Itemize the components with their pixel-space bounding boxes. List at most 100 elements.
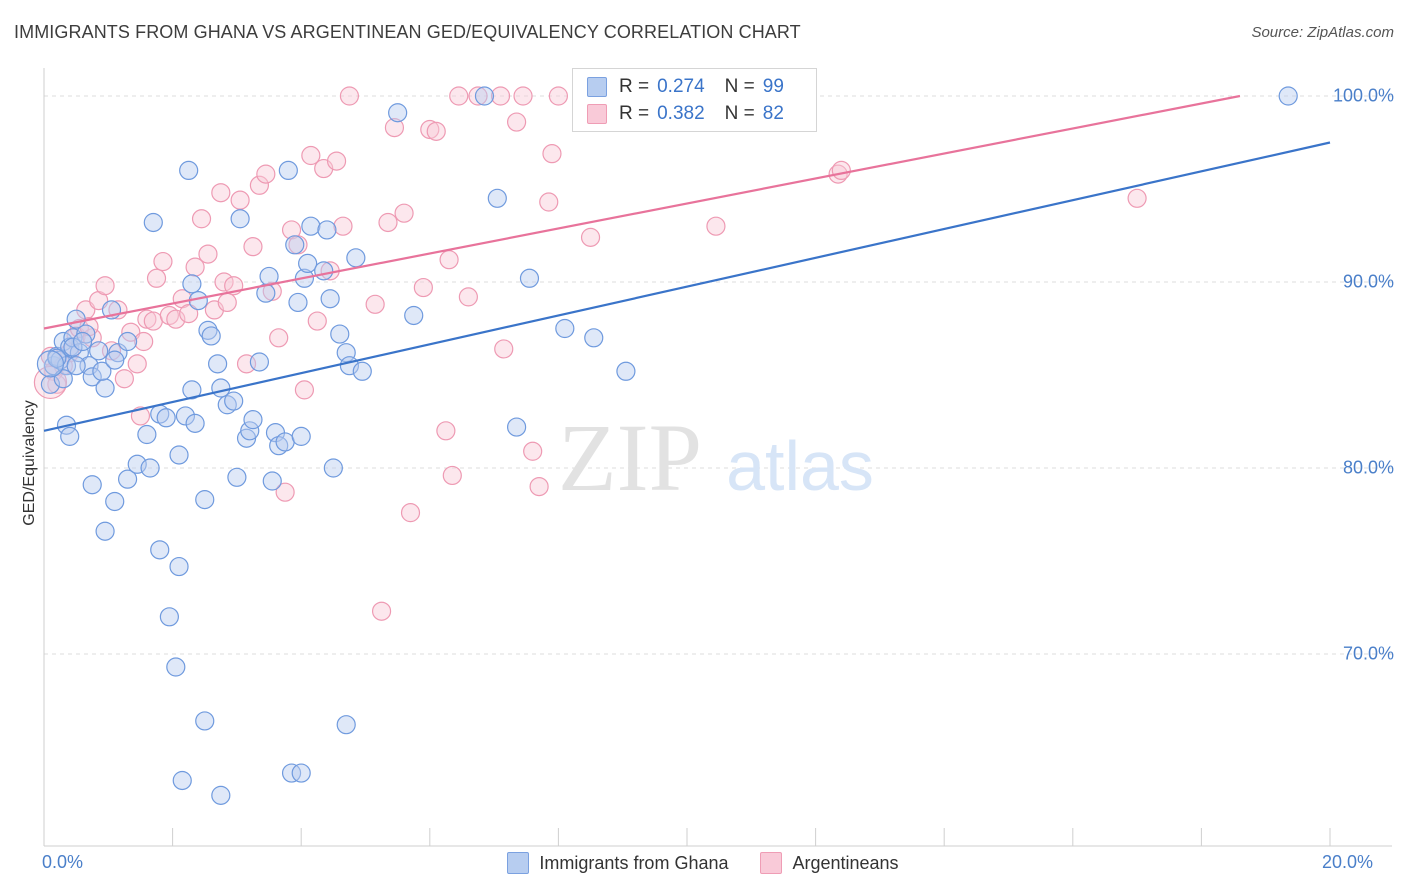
data-point[interactable] bbox=[1127, 188, 1147, 208]
data-point[interactable] bbox=[487, 188, 507, 208]
data-point[interactable] bbox=[333, 216, 353, 236]
data-point[interactable] bbox=[92, 361, 112, 381]
data-point[interactable] bbox=[706, 216, 726, 236]
data-point[interactable] bbox=[159, 607, 179, 627]
data-point[interactable] bbox=[175, 406, 196, 426]
data-point[interactable] bbox=[278, 160, 298, 180]
data-point[interactable] bbox=[275, 482, 295, 502]
data-point[interactable] bbox=[323, 458, 343, 478]
data-point[interactable] bbox=[214, 272, 234, 292]
data-point[interactable] bbox=[127, 354, 147, 374]
data-point[interactable] bbox=[117, 331, 138, 352]
data-point[interactable] bbox=[262, 281, 282, 301]
data-point[interactable] bbox=[523, 441, 543, 461]
data-point[interactable] bbox=[137, 309, 157, 329]
data-point[interactable] bbox=[95, 378, 115, 398]
data-point[interactable] bbox=[314, 261, 334, 281]
data-point[interactable] bbox=[519, 268, 540, 288]
data-point[interactable] bbox=[580, 227, 601, 247]
data-point[interactable] bbox=[291, 763, 311, 783]
data-point[interactable] bbox=[548, 86, 569, 106]
data-point[interactable] bbox=[169, 445, 189, 465]
data-point[interactable] bbox=[211, 785, 231, 805]
data-point[interactable] bbox=[240, 421, 260, 441]
data-point[interactable] bbox=[439, 250, 459, 270]
data-point[interactable] bbox=[146, 268, 167, 288]
data-point[interactable] bbox=[166, 657, 186, 677]
data-point[interactable] bbox=[507, 112, 527, 132]
data-point[interactable] bbox=[227, 467, 247, 487]
data-point[interactable] bbox=[539, 192, 559, 212]
data-point[interactable] bbox=[352, 361, 372, 381]
data-point[interactable] bbox=[378, 212, 398, 233]
data-point[interactable] bbox=[494, 339, 514, 359]
data-point[interactable] bbox=[249, 352, 270, 372]
data-point[interactable] bbox=[474, 86, 495, 106]
data-point[interactable] bbox=[339, 86, 360, 106]
data-point[interactable] bbox=[150, 540, 170, 560]
data-point[interactable] bbox=[185, 257, 205, 277]
data-point[interactable] bbox=[301, 216, 321, 236]
data-point[interactable] bbox=[507, 417, 527, 437]
data-point[interactable] bbox=[426, 121, 446, 141]
data-point[interactable] bbox=[285, 235, 305, 255]
data-point[interactable] bbox=[127, 454, 147, 474]
data-point[interactable] bbox=[281, 763, 302, 783]
data-point[interactable] bbox=[137, 424, 157, 445]
data-point[interactable] bbox=[256, 283, 276, 303]
data-point[interactable] bbox=[60, 426, 80, 446]
data-point[interactable] bbox=[388, 103, 408, 123]
data-point[interactable] bbox=[217, 292, 237, 313]
data-point[interactable] bbox=[513, 86, 533, 106]
data-point[interactable] bbox=[371, 601, 392, 621]
data-point[interactable] bbox=[191, 209, 212, 229]
data-point[interactable] bbox=[294, 380, 315, 400]
data-point[interactable] bbox=[243, 410, 263, 430]
data-point[interactable] bbox=[153, 251, 173, 272]
data-point[interactable] bbox=[249, 175, 270, 195]
data-point[interactable] bbox=[542, 144, 562, 164]
data-point[interactable] bbox=[201, 326, 221, 346]
data-point[interactable] bbox=[169, 556, 189, 577]
data-point[interactable] bbox=[400, 503, 421, 523]
data-point[interactable] bbox=[320, 289, 340, 309]
data-point[interactable] bbox=[211, 183, 231, 203]
data-point[interactable] bbox=[616, 361, 636, 381]
data-point[interactable] bbox=[330, 324, 350, 344]
data-point[interactable] bbox=[179, 304, 199, 324]
data-point[interactable] bbox=[346, 248, 366, 268]
data-point[interactable] bbox=[326, 151, 347, 171]
data-point[interactable] bbox=[95, 276, 115, 296]
data-point[interactable] bbox=[555, 318, 575, 339]
data-point[interactable] bbox=[449, 86, 469, 106]
data-point[interactable] bbox=[195, 490, 215, 510]
data-point[interactable] bbox=[195, 711, 215, 731]
data-point[interactable] bbox=[224, 391, 244, 411]
data-point[interactable] bbox=[66, 356, 86, 376]
data-point[interactable] bbox=[413, 277, 433, 298]
data-point[interactable] bbox=[130, 406, 151, 426]
data-point[interactable] bbox=[301, 145, 321, 166]
data-point[interactable] bbox=[47, 348, 67, 368]
data-point[interactable] bbox=[365, 294, 385, 314]
data-point[interactable] bbox=[307, 311, 327, 331]
data-point[interactable] bbox=[208, 354, 228, 374]
data-point[interactable] bbox=[105, 350, 125, 370]
data-point[interactable] bbox=[336, 715, 356, 735]
data-point[interactable] bbox=[114, 369, 134, 389]
data-point[interactable] bbox=[298, 253, 318, 273]
data-point[interactable] bbox=[291, 426, 311, 446]
data-point[interactable] bbox=[95, 521, 115, 541]
data-point[interactable] bbox=[256, 164, 276, 184]
data-point[interactable] bbox=[117, 469, 138, 489]
data-point[interactable] bbox=[404, 305, 424, 326]
data-point[interactable] bbox=[182, 274, 202, 294]
data-point[interactable] bbox=[288, 292, 308, 313]
data-point[interactable] bbox=[243, 237, 263, 257]
data-point[interactable] bbox=[458, 287, 478, 307]
data-point[interactable] bbox=[384, 118, 405, 138]
data-point[interactable] bbox=[179, 160, 199, 180]
data-point[interactable] bbox=[262, 471, 282, 491]
data-point[interactable] bbox=[140, 458, 160, 478]
data-point[interactable] bbox=[156, 408, 176, 428]
